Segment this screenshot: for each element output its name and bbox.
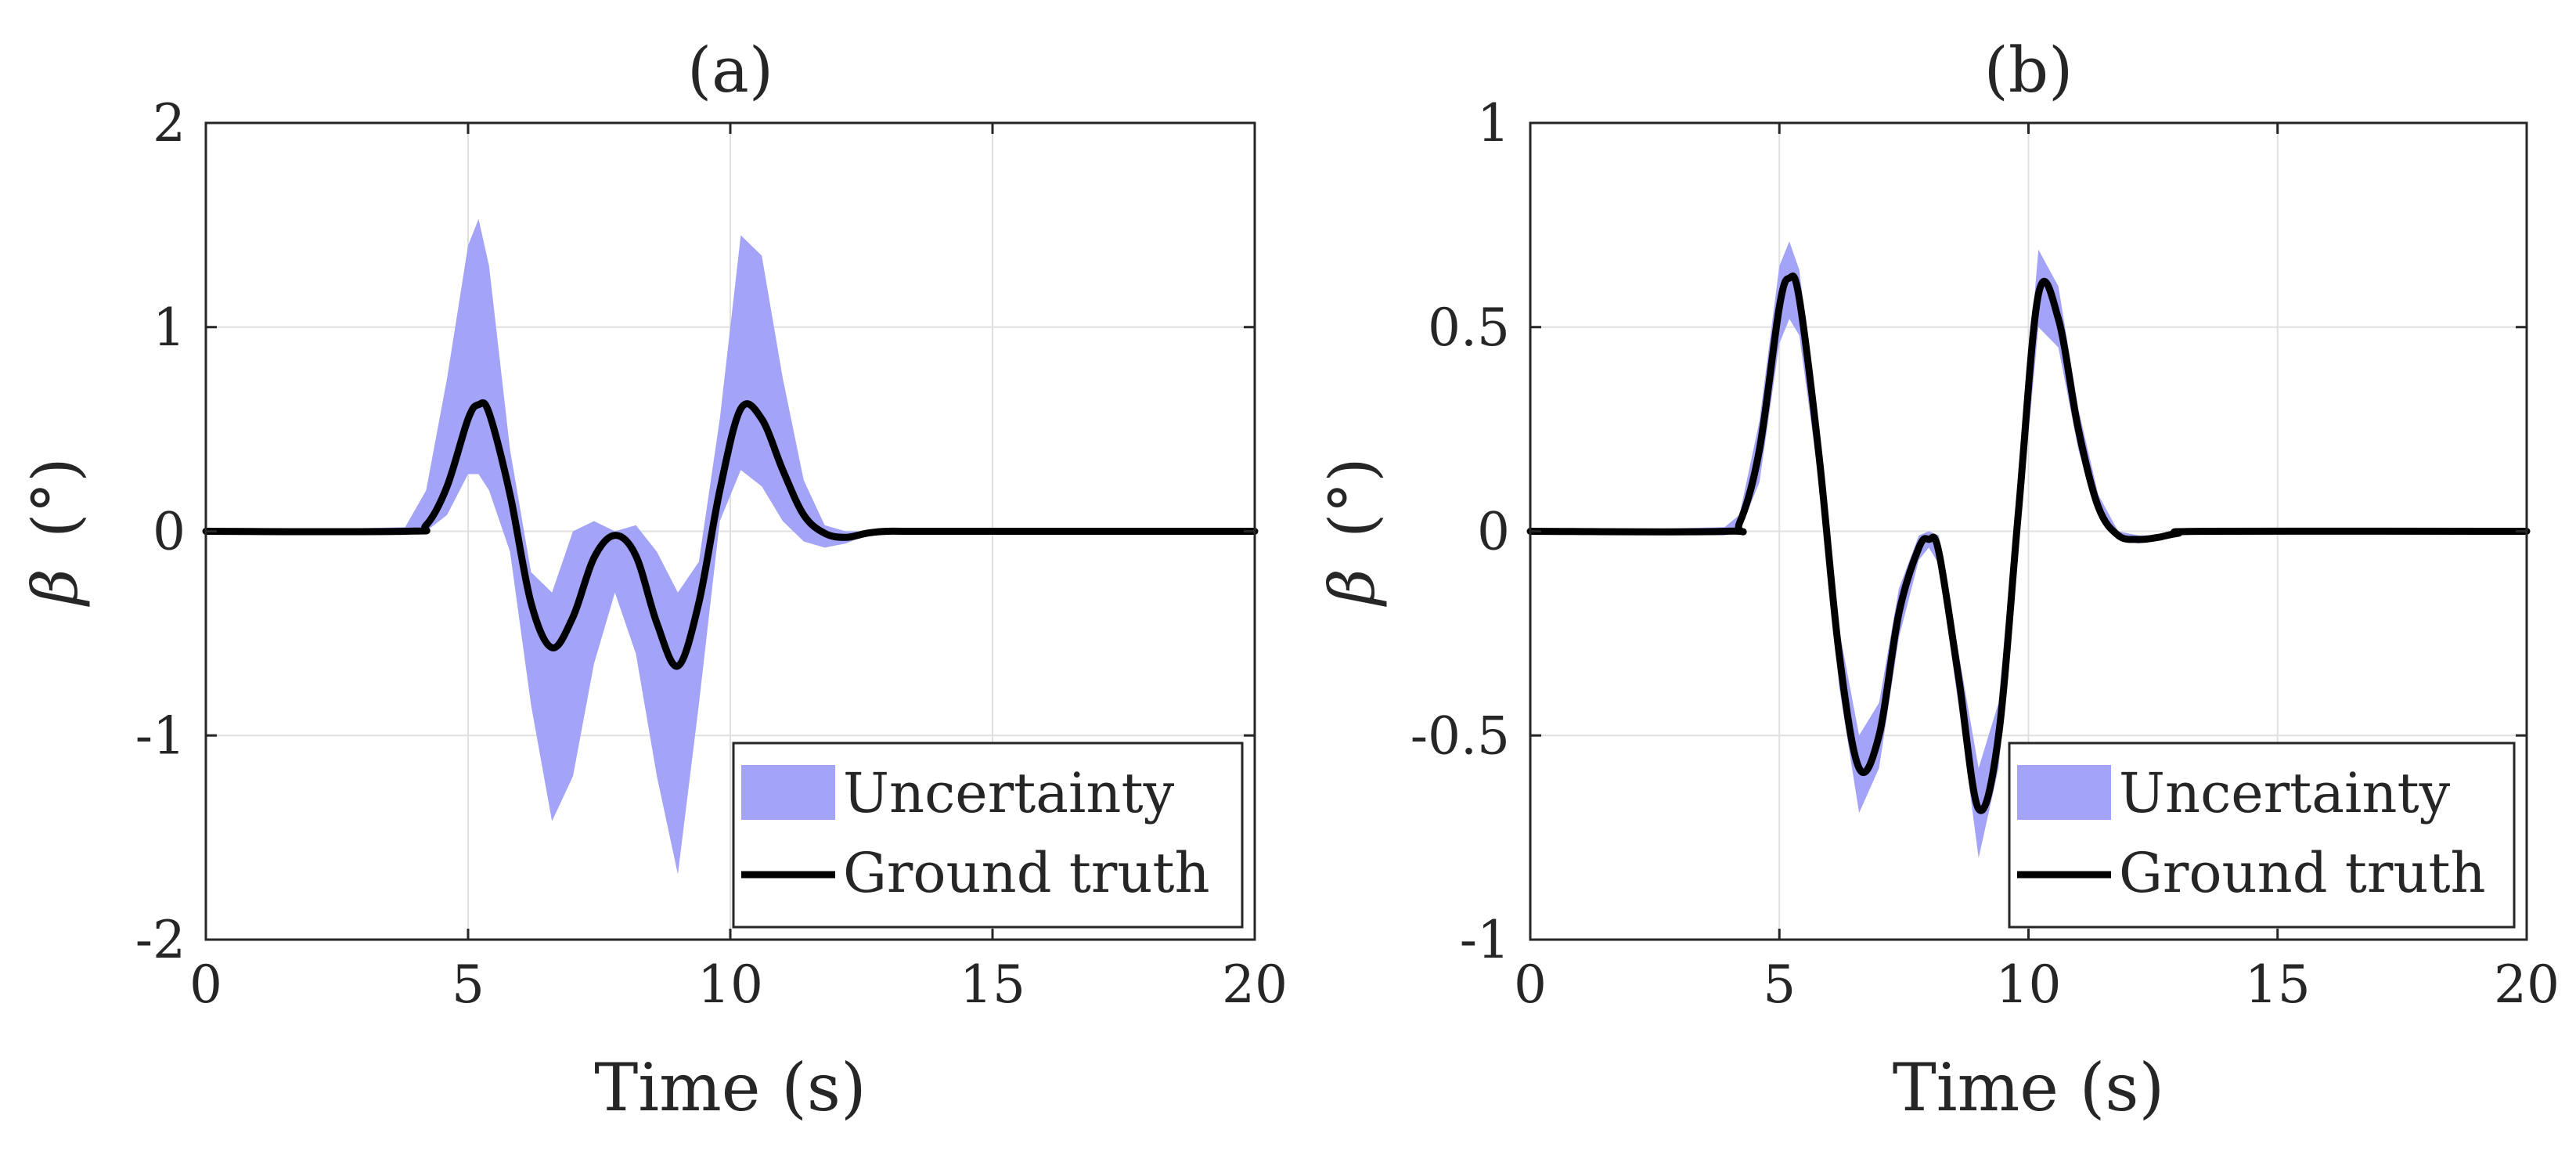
panel-a-ytick-label: 2 xyxy=(153,93,186,153)
panel-a-xtick-label: 15 xyxy=(960,955,1025,1015)
panel-b-ytick-label: -0.5 xyxy=(1410,706,1510,766)
panel-b-xtick-label: 10 xyxy=(1996,955,2062,1015)
panel-a-title: (a) xyxy=(687,34,773,106)
panel-b: 0 5 10 15 20 -1 -0.5 0 0.5 1 (b) Time (s) β (°) U… xyxy=(1316,34,2560,1126)
panel-b-ytick-label: 0 xyxy=(1477,502,1510,562)
panel-b-ytick-label: 0.5 xyxy=(1428,298,1510,358)
panel-a-ytick-label: 1 xyxy=(153,298,186,358)
panel-a-ytick-label: -1 xyxy=(135,706,186,766)
panel-a-legend-label-uncertainty: Uncertainty xyxy=(843,761,1175,825)
panel-a-ylabel: β (°) xyxy=(19,457,92,607)
panel-b-ylabel-symbol: β xyxy=(1316,568,1389,607)
panel-b-line-layer xyxy=(1526,272,2531,814)
panel-a: 0 5 10 15 20 -2 -1 0 1 2 (a) Time (s) β (°) Uncer… xyxy=(19,34,1288,1126)
panel-b-xtick-label: 15 xyxy=(2245,955,2311,1015)
panel-b-legend-label-ground-truth: Ground truth xyxy=(2119,841,2486,905)
panel-b-ground-truth-line xyxy=(1526,272,2531,814)
panel-b-xlabel: Time (s) xyxy=(1893,1049,2165,1126)
panel-a-legend-swatch-uncertainty xyxy=(741,765,835,820)
panel-a-xtick-label: 10 xyxy=(697,955,763,1015)
panel-a-ytick-label: 0 xyxy=(153,502,186,562)
panel-a-ytick-label: -2 xyxy=(135,910,186,970)
panel-a-band-layer xyxy=(206,218,1255,875)
panel-b-ytick-label: 1 xyxy=(1477,93,1510,153)
panel-b-legend-swatch-uncertainty xyxy=(2017,765,2111,820)
panel-b-ylabel: β (°) xyxy=(1316,457,1389,607)
panel-a-legend-label-ground-truth: Ground truth xyxy=(843,841,1210,905)
panel-a-xlabel: Time (s) xyxy=(594,1049,866,1126)
panel-a-uncertainty-band xyxy=(206,218,1255,875)
panel-a-xtick-label: 5 xyxy=(452,955,485,1015)
panel-a-ground-truth-line xyxy=(202,399,1259,670)
panel-b-legend: Uncertainty Ground truth xyxy=(2008,742,2516,929)
panel-b-xtick-label: 5 xyxy=(1763,955,1796,1015)
panel-b-ytick-label: -1 xyxy=(1460,910,1510,970)
panel-a-line-layer xyxy=(202,399,1259,670)
svg-text:β (°): β (°) xyxy=(1316,457,1389,607)
panel-a-ylabel-symbol: β xyxy=(19,568,92,607)
panel-a-xtick-label: 20 xyxy=(1222,955,1288,1015)
panel-a-legend: Uncertainty Ground truth xyxy=(732,742,1244,929)
svg-text:β (°): β (°) xyxy=(19,457,92,607)
panel-b-xtick-label: 0 xyxy=(1514,955,1547,1015)
panel-b-xtick-label: 20 xyxy=(2494,955,2560,1015)
panel-a-ticks: 0 5 10 15 20 -2 -1 0 1 2 xyxy=(135,93,1288,1015)
panel-a-xtick-label: 0 xyxy=(189,955,222,1015)
panel-a-ylabel-unit: (°) xyxy=(19,457,92,537)
panel-b-ticks: 0 5 10 15 20 -1 -0.5 0 0.5 1 xyxy=(1410,93,2560,1015)
panel-b-ylabel-unit: (°) xyxy=(1316,457,1389,537)
panel-b-legend-label-uncertainty: Uncertainty xyxy=(2119,761,2451,825)
panel-b-title: (b) xyxy=(1984,34,2073,106)
